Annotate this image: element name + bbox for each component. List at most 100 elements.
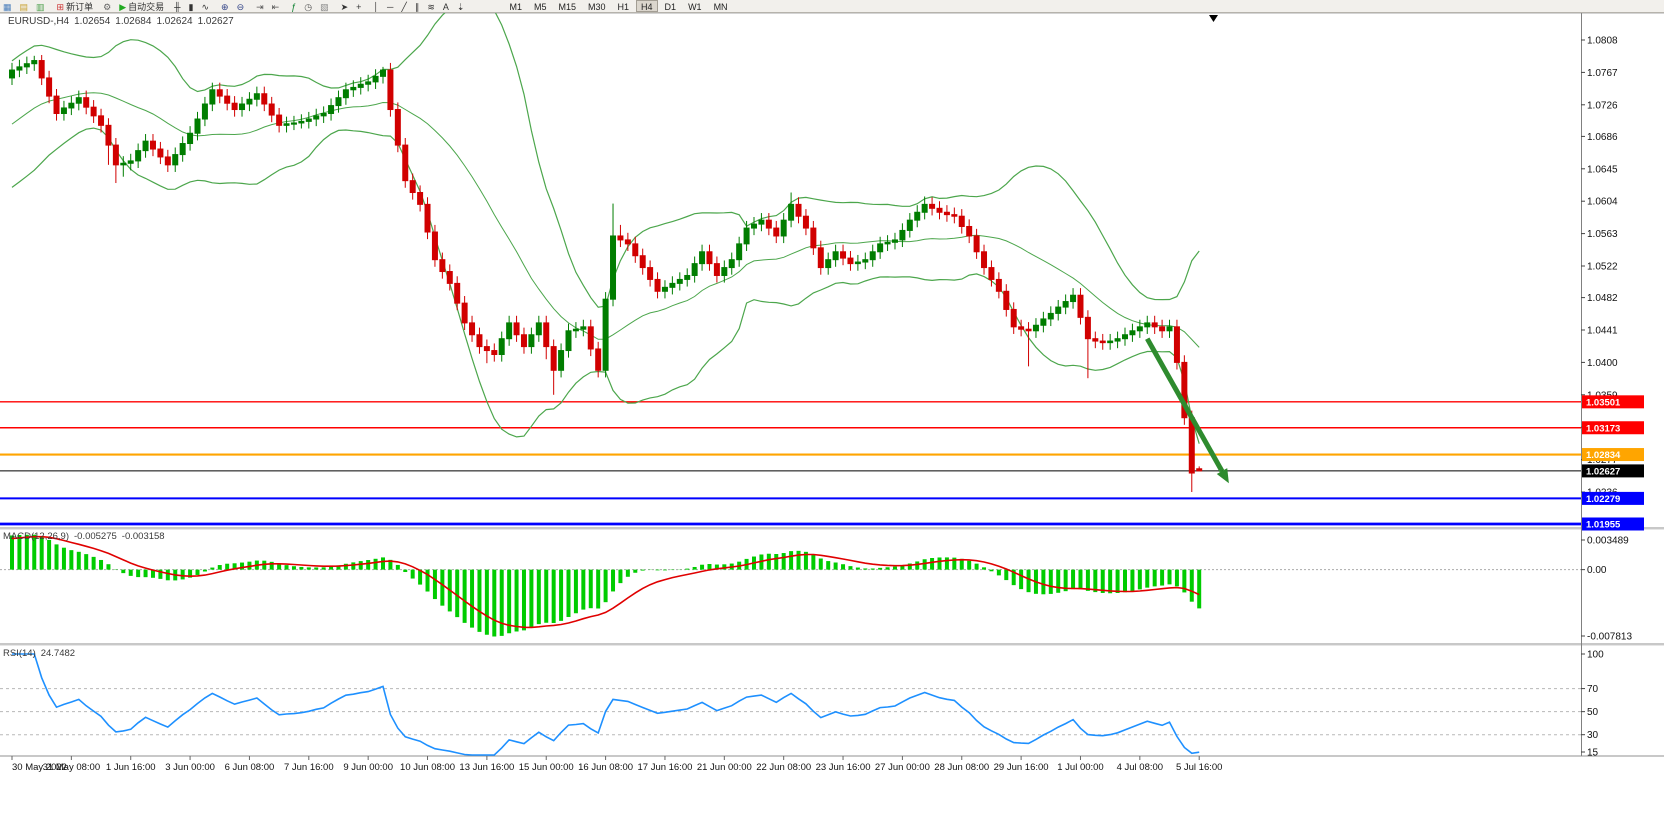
timeframe-H4[interactable]: H4	[636, 0, 658, 12]
rsi-value-label: RSI(14) 24.7482	[3, 648, 80, 659]
svg-text:1.03501: 1.03501	[1586, 397, 1621, 408]
rsi-line	[12, 653, 1200, 756]
periods-icon[interactable]: ◷	[301, 1, 317, 12]
expert-advisors-icon: ⚙	[103, 2, 112, 12]
channel-icon[interactable]: ∥	[412, 1, 425, 12]
axis-price-tags: 1.03501 1.03173 1.02834 1.02627 1.02279 1.019…	[1582, 395, 1644, 531]
svg-text:1.0400: 1.0400	[1587, 358, 1618, 369]
svg-text:16 Jun 08:00: 16 Jun 08:00	[578, 762, 633, 773]
crosshair-icon[interactable]: +	[353, 1, 366, 12]
svg-text:29 Jun 16:00: 29 Jun 16:00	[994, 762, 1049, 773]
macd-signal-value: -0.003158	[121, 531, 165, 542]
horizontal-lines-layer	[0, 401, 1581, 526]
auto-scroll-icon: ⇥	[256, 2, 264, 12]
new-order-button[interactable]: ⊞ 新订单	[54, 1, 97, 12]
timeframe-M1[interactable]: M1	[509, 2, 522, 12]
crosshair-icon: +	[356, 2, 362, 12]
svg-text:1.01955: 1.01955	[1586, 519, 1621, 530]
auto-scroll-icon[interactable]: ⇥	[253, 1, 269, 12]
text-icon[interactable]: A	[440, 1, 454, 12]
cursor-icon: ➤	[340, 2, 349, 12]
svg-text:1.0686: 1.0686	[1587, 132, 1618, 143]
line-chart-icon: ∿	[201, 2, 210, 12]
zoom-in-icon: ⊕	[221, 2, 229, 12]
svg-text:1.0808: 1.0808	[1587, 36, 1618, 47]
open-value: 1.02654	[74, 16, 111, 27]
expert-advisors-icon[interactable]: ⚙	[100, 1, 116, 12]
bars-chart-icon: ╫	[174, 2, 181, 12]
market-watch-icon[interactable]: ▥	[33, 1, 50, 12]
svg-text:31 May 08:00: 31 May 08:00	[43, 762, 101, 773]
svg-text:70: 70	[1587, 684, 1599, 695]
svg-text:100: 100	[1587, 650, 1604, 661]
timeframe-H1[interactable]: H1	[617, 2, 630, 12]
fibonacci-icon: ≋	[427, 2, 435, 12]
svg-text:21 Jun 00:00: 21 Jun 00:00	[697, 762, 752, 773]
zoom-out-icon[interactable]: ⊖	[234, 1, 250, 12]
timeframe-W1[interactable]: W1	[688, 2, 702, 12]
new-order-button: ⊞	[56, 2, 65, 12]
toolbar-buttons: ▦ ▤ ▥ ⊞ 新订单 ⚙ ▶ 自动交易 ╫ ▮ ∿ ⊕ ⊖ ⇥ ⇤ ƒ ◷ ▧ ➤ + │ ─ ╱ ∥ ≋ A ⇣	[0, 0, 470, 12]
svg-text:5 Jul 16:00: 5 Jul 16:00	[1176, 762, 1222, 773]
profiles-icon: ▤	[19, 2, 29, 12]
zoom-in-icon[interactable]: ⊕	[218, 1, 234, 12]
svg-text:0.003489: 0.003489	[1587, 536, 1629, 547]
indicators-icon: ƒ	[291, 2, 297, 12]
trendline-icon[interactable]: ╱	[398, 1, 411, 12]
text-icon: A	[442, 2, 449, 12]
arrow-tools-icon[interactable]: ⇣	[454, 1, 470, 12]
fibonacci-icon[interactable]: ≋	[424, 1, 440, 12]
periods-icon: ◷	[304, 2, 313, 12]
autotrade-button: ▶	[119, 2, 127, 12]
svg-text:1.02279: 1.02279	[1586, 494, 1620, 505]
timeframe-MN[interactable]: MN	[713, 2, 728, 12]
svg-text:28 Jun 08:00: 28 Jun 08:00	[934, 762, 989, 773]
line-chart-icon[interactable]: ∿	[198, 1, 214, 12]
svg-text:7 Jun 16:00: 7 Jun 16:00	[284, 762, 334, 773]
macd-main-value: -0.005275	[74, 531, 117, 542]
panel-separators	[0, 12, 1664, 757]
timeframe-M30[interactable]: M30	[588, 2, 606, 12]
new-order-button-label: 新订单	[66, 2, 94, 12]
profiles-icon[interactable]: ▤	[17, 1, 34, 12]
svg-text:6 Jun 08:00: 6 Jun 08:00	[225, 762, 275, 773]
macd-value-label: MACD(12,26,9) -0.005275 -0.003158	[3, 531, 170, 542]
vertical-line-icon[interactable]: │	[370, 1, 384, 12]
timeframe-D1[interactable]: D1	[664, 2, 677, 12]
autotrade-button[interactable]: ▶ 自动交易	[116, 1, 167, 12]
svg-text:23 Jun 16:00: 23 Jun 16:00	[816, 762, 871, 773]
bollinger-lower	[11, 127, 1200, 444]
timeframe-toolbar: M1 M5 M15 M30 H1 H4 D1 W1 MN	[503, 0, 733, 12]
timeframe-M5[interactable]: M5	[533, 2, 547, 12]
templates-icon[interactable]: ▧	[317, 1, 334, 12]
cursor-icon[interactable]: ➤	[338, 1, 354, 12]
svg-text:1.02834: 1.02834	[1586, 450, 1621, 461]
new-chart-icon[interactable]: ▦	[0, 1, 17, 12]
bars-chart-icon[interactable]: ╫	[171, 1, 185, 12]
candles-chart-icon: ▮	[188, 2, 194, 12]
autotrade-button-label: 自动交易	[128, 2, 165, 12]
candles-layer	[9, 55, 1203, 492]
svg-text:50: 50	[1587, 707, 1599, 718]
trendline-icon: ╱	[401, 2, 407, 12]
templates-icon: ▧	[320, 2, 329, 12]
chart-shift-icon[interactable]: ⇤	[269, 1, 285, 12]
horizontal-line-icon[interactable]: ─	[384, 1, 398, 12]
svg-text:27 Jun 00:00: 27 Jun 00:00	[875, 762, 930, 773]
svg-text:1 Jun 16:00: 1 Jun 16:00	[106, 762, 156, 773]
svg-text:17 Jun 16:00: 17 Jun 16:00	[637, 762, 692, 773]
timeframe-M15[interactable]: M15	[558, 2, 576, 12]
indicators-icon[interactable]: ƒ	[288, 1, 301, 12]
candles-chart-icon[interactable]: ▮	[186, 1, 199, 12]
svg-text:15: 15	[1587, 748, 1599, 759]
macd-panel: 0.003489 0.00 -0.007813	[0, 534, 1632, 643]
svg-text:1.0522: 1.0522	[1587, 261, 1618, 272]
zoom-out-icon: ⊖	[236, 2, 245, 12]
svg-text:4 Jul 08:00: 4 Jul 08:00	[1117, 762, 1163, 773]
new-chart-icon: ▦	[3, 2, 12, 12]
svg-text:10 Jun 08:00: 10 Jun 08:00	[400, 762, 455, 773]
svg-text:3 Jun 00:00: 3 Jun 00:00	[165, 762, 215, 773]
svg-text:0.00: 0.00	[1587, 565, 1607, 576]
